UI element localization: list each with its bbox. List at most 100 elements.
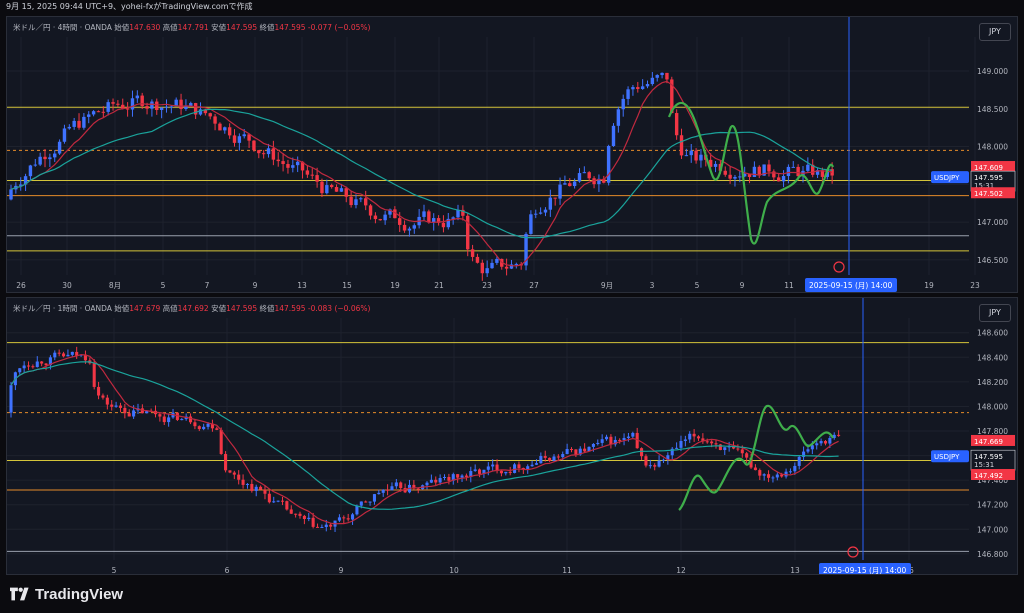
candle-body — [91, 111, 96, 115]
y-tick-label: 148.200 — [977, 378, 1008, 387]
candle-body — [548, 457, 552, 461]
symbol-label: USDJPY — [934, 453, 960, 461]
candle-body — [247, 134, 251, 141]
candle-body — [635, 432, 639, 449]
candle-body — [280, 500, 285, 502]
low-price-label: 147.502 — [974, 190, 1003, 198]
candle-body — [820, 170, 825, 177]
candle-body — [780, 474, 784, 477]
candle-body — [145, 410, 149, 414]
symbol-title: 米ドル／円 · 1時間 · OANDA — [13, 304, 112, 313]
price-chart-4h[interactable]: 149.000148.500148.000147.500147.000146.5… — [7, 17, 1017, 292]
moving-average-short — [10, 353, 839, 525]
candle-body — [811, 164, 815, 175]
candle-body — [577, 173, 582, 182]
candle-body — [688, 433, 692, 440]
currency-button[interactable]: JPY — [979, 23, 1011, 41]
candle-body — [377, 492, 381, 495]
candle-body — [438, 477, 442, 483]
candle-body — [499, 470, 503, 474]
candle-body — [242, 134, 246, 137]
candle-body — [661, 459, 665, 461]
candle-body — [466, 215, 470, 250]
candle-body — [767, 474, 771, 478]
candle-body — [259, 486, 263, 490]
chart-panel-4h[interactable]: 米ドル／円 · 4時間 · OANDA 始値147.630 高値147.791 … — [6, 16, 1018, 293]
candle-body — [442, 476, 447, 478]
candle-body — [427, 211, 431, 223]
candle-body — [738, 176, 742, 178]
candle-body — [349, 196, 353, 206]
candle-body — [179, 99, 183, 109]
x-tick-label: 9 — [740, 281, 745, 290]
candle-body — [478, 469, 482, 474]
price-chart-1h[interactable]: 148.600 148.400 148.200 148.000 147.800 147.6… — [7, 298, 1017, 574]
candle-body — [164, 106, 169, 108]
candle-body — [298, 513, 302, 516]
candle-body — [285, 501, 289, 510]
candle-body — [456, 209, 460, 218]
candle-body — [155, 101, 159, 111]
x-tick-label: 15 — [342, 281, 352, 290]
x-tick-label: 13 — [297, 281, 307, 290]
candle-body — [745, 453, 749, 458]
candle-body — [757, 166, 761, 176]
candle-body — [101, 111, 106, 113]
moving-average-long — [10, 108, 833, 239]
candle-body — [237, 136, 242, 143]
candle-body — [294, 513, 298, 515]
high-value: 147.692 — [177, 304, 209, 313]
candle-body — [791, 166, 795, 168]
countdown-label: 15:31 — [974, 182, 994, 190]
candle-body — [22, 365, 26, 369]
candle-body — [35, 361, 39, 368]
candle-body — [767, 164, 771, 172]
candle-body — [329, 185, 334, 188]
chart-panel-1h[interactable]: 米ドル／円 · 1時間 · OANDA 始値147.679 高値147.692 … — [6, 297, 1018, 575]
candle-body — [753, 467, 757, 471]
candle-body — [390, 486, 394, 491]
candle-body — [261, 153, 266, 155]
x-tick-label: 12 — [676, 566, 686, 574]
candle-body — [329, 524, 333, 527]
low-price-badge — [971, 187, 1015, 199]
open-value: 147.679 — [129, 304, 161, 313]
candle-body — [538, 212, 543, 214]
candle-body — [837, 434, 841, 436]
candle-body — [180, 419, 184, 421]
x-tick-label: 5 — [695, 281, 700, 290]
candle-body — [167, 417, 171, 423]
candle-body — [609, 436, 613, 445]
candle-body — [723, 170, 727, 175]
currency-button[interactable]: JPY — [979, 304, 1011, 322]
candle-body — [197, 426, 201, 430]
candle-body — [665, 72, 669, 80]
candle-body — [245, 483, 249, 485]
candle-body — [451, 217, 455, 219]
candle-body — [127, 413, 131, 417]
crosshair-date-badge — [819, 563, 911, 574]
candle-body — [613, 439, 617, 445]
candle-body — [752, 166, 757, 177]
candle-body — [175, 412, 179, 420]
candle-body — [788, 471, 792, 473]
candle-body — [758, 470, 762, 476]
candle-body — [193, 103, 198, 115]
candle-body — [587, 172, 591, 179]
candle-body — [218, 123, 222, 131]
candle-body — [517, 464, 521, 468]
candle-body — [425, 482, 429, 486]
candle-body — [640, 448, 644, 457]
tradingview-logo[interactable]: TradingView — [10, 585, 123, 603]
candle-body — [354, 199, 358, 206]
y-tick-label: 148.400 — [977, 353, 1008, 362]
candle-body — [556, 456, 560, 458]
candle-body — [310, 174, 314, 176]
candle-body — [823, 441, 828, 444]
candle-body — [383, 214, 387, 221]
candle-body — [441, 222, 446, 228]
candle-body — [334, 187, 339, 192]
candle-body — [276, 500, 280, 502]
candle-body — [70, 351, 74, 355]
candle-body — [62, 128, 67, 142]
